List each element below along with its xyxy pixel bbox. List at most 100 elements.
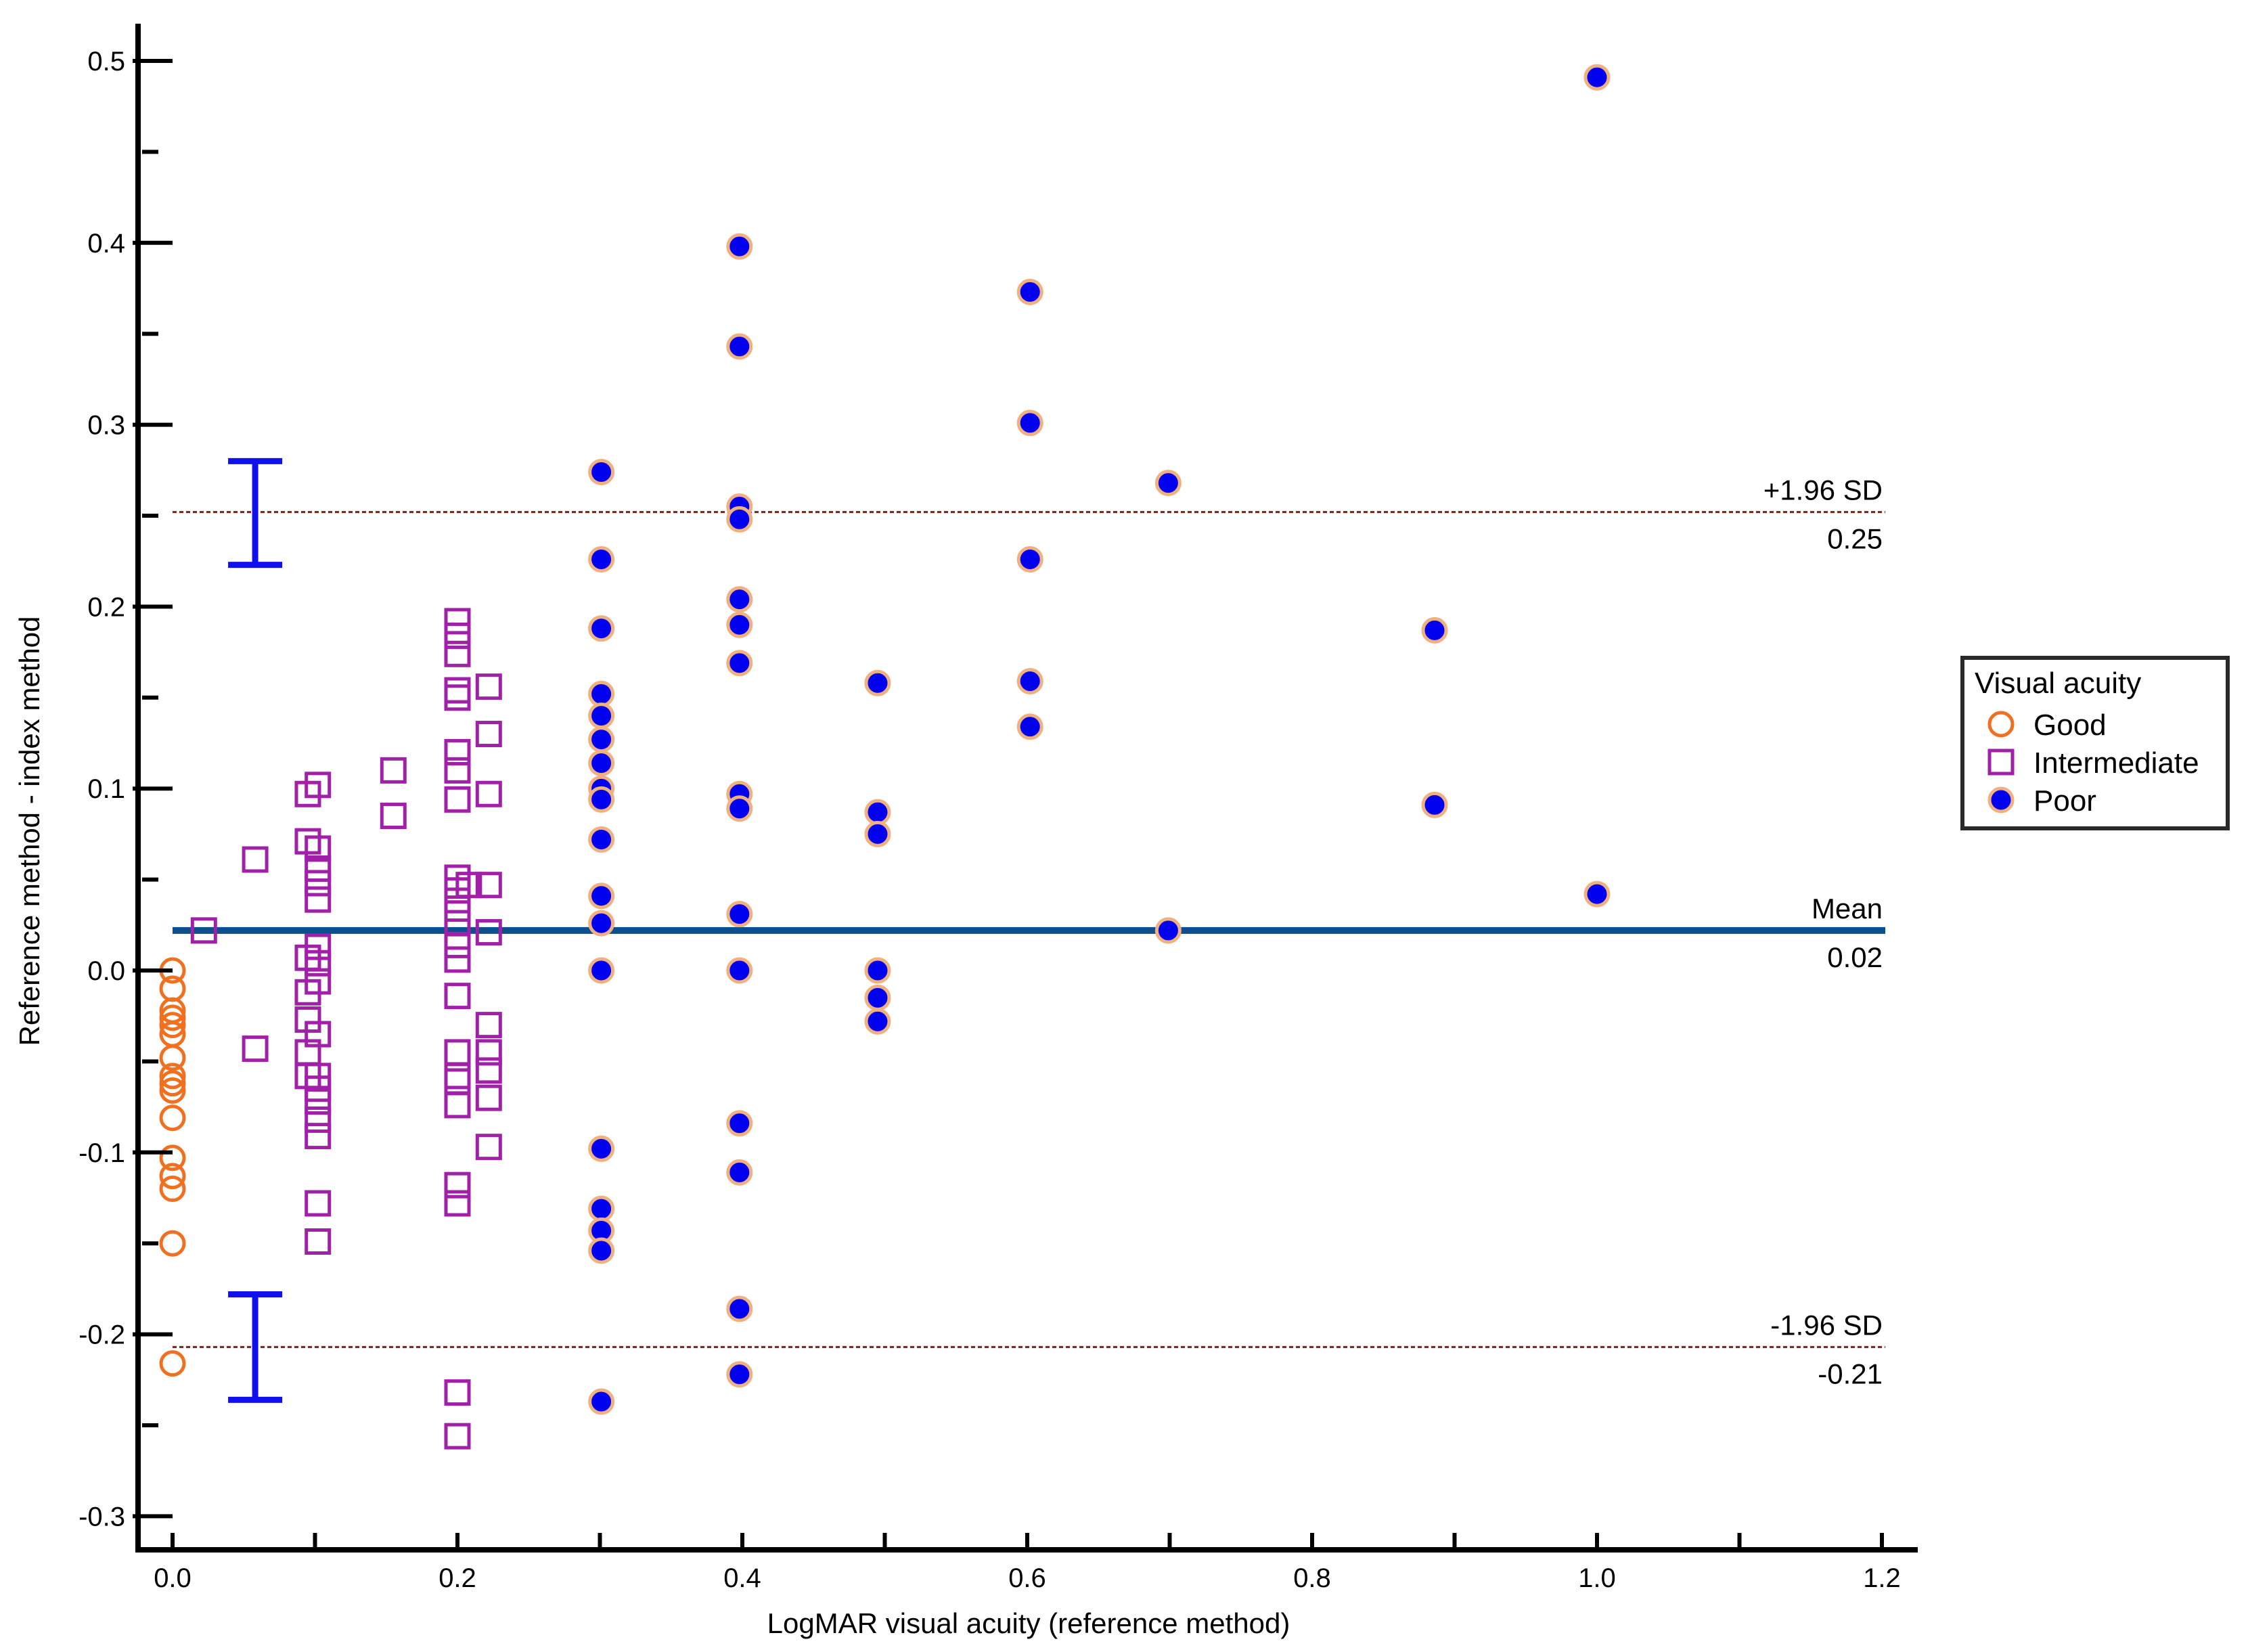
data-point-poor — [588, 680, 615, 707]
data-point-poor — [726, 795, 753, 822]
data-point-poor — [1016, 668, 1043, 695]
data-point-poor — [588, 458, 615, 485]
y-tick-label: 0.4 — [87, 229, 125, 259]
data-point-intermediate — [444, 786, 471, 813]
data-point-intermediate — [475, 919, 502, 946]
data-point-intermediate — [444, 640, 471, 667]
y-axis-ticks: -0.3 -0.2 -0.1 0.0 0.1 0.2 0.3 0.4 0.5 — [78, 47, 173, 1532]
data-point-intermediate — [444, 677, 471, 704]
data-point-poor — [1154, 917, 1182, 944]
data-point-intermediate — [305, 835, 332, 862]
axes — [135, 24, 1918, 1553]
legend-marker-good — [1987, 711, 2015, 738]
data-point-good — [159, 1021, 186, 1048]
data-point-poor — [588, 615, 615, 642]
series-good — [159, 957, 186, 1377]
data-point-intermediate — [305, 1088, 332, 1115]
data-point-intermediate — [444, 946, 471, 973]
data-point-intermediate — [455, 872, 482, 899]
data-point-poor — [588, 546, 615, 573]
mean-label: Mean — [1812, 893, 1883, 924]
data-point-poor — [588, 957, 615, 984]
data-point-poor — [864, 799, 891, 826]
data-point-intermediate — [475, 780, 502, 807]
data-point-intermediate — [444, 684, 471, 711]
data-point-good — [159, 1077, 186, 1104]
series-intermediate — [190, 608, 502, 1450]
data-points — [159, 64, 1611, 1450]
y-tick-label: -0.3 — [78, 1502, 125, 1532]
data-point-good — [159, 1230, 186, 1257]
data-point-poor — [588, 826, 615, 853]
y-tick-label: -0.1 — [78, 1138, 125, 1168]
x-tick-label: 1.2 — [1863, 1563, 1901, 1593]
data-point-good — [159, 1004, 186, 1031]
data-point-intermediate — [444, 608, 471, 635]
data-point-good — [159, 1350, 186, 1377]
data-point-poor — [1016, 409, 1043, 437]
y-tick-label: 0.1 — [87, 774, 125, 804]
data-point-poor — [588, 910, 615, 937]
reference-lines: Mean 0.02 +1.96 SD 0.25 -1.96 SD -0.21 — [173, 474, 1885, 1389]
data-point-poor — [726, 1361, 753, 1388]
data-point-intermediate — [475, 1039, 502, 1066]
legend-label-intermediate: Intermediate — [2033, 746, 2199, 780]
data-point-good — [159, 1063, 186, 1090]
data-point-poor — [588, 1135, 615, 1162]
y-axis-title: Reference method - index method — [14, 616, 45, 1046]
data-point-intermediate — [380, 757, 407, 784]
data-point-poor — [726, 901, 753, 928]
data-point-poor — [864, 984, 891, 1011]
data-point-intermediate — [444, 1068, 471, 1095]
data-point-poor — [864, 957, 891, 984]
data-point-good — [159, 1163, 186, 1190]
data-point-intermediate — [444, 1379, 471, 1406]
lower-loa-value: -0.21 — [1818, 1358, 1883, 1389]
data-point-intermediate — [242, 846, 269, 873]
data-point-poor — [864, 669, 891, 696]
data-point-intermediate — [305, 1021, 332, 1048]
data-point-intermediate — [475, 1134, 502, 1161]
upper-loa-value: 0.25 — [1827, 523, 1883, 555]
data-point-intermediate — [380, 803, 407, 830]
data-point-poor — [1016, 713, 1043, 740]
x-tick-label: 0.2 — [439, 1563, 476, 1593]
legend-label-good: Good — [2033, 709, 2107, 742]
data-point-good — [159, 1176, 186, 1203]
y-tick-label: 0.3 — [87, 411, 125, 441]
data-point-poor — [588, 750, 615, 777]
data-point-poor — [588, 1237, 615, 1264]
data-point-good — [159, 975, 186, 1002]
series-poor — [588, 64, 1611, 1415]
data-point-poor — [726, 506, 753, 533]
x-tick-label: 0.4 — [723, 1563, 761, 1593]
data-point-good — [159, 1144, 186, 1171]
data-point-good — [159, 1044, 186, 1071]
data-point-good — [159, 1070, 186, 1097]
data-point-intermediate — [444, 757, 471, 784]
confidence-interval-bars — [228, 457, 283, 1403]
x-tick-label: 1.0 — [1578, 1563, 1616, 1593]
data-point-intermediate — [475, 1084, 502, 1111]
data-point-poor — [588, 786, 615, 813]
data-point-good — [159, 1104, 186, 1132]
data-point-intermediate — [444, 738, 471, 765]
data-point-intermediate — [305, 1190, 332, 1217]
data-point-poor — [726, 1110, 753, 1137]
data-point-intermediate — [305, 772, 332, 799]
data-point-poor — [1016, 546, 1043, 573]
legend-items: Good Intermediate Poor — [1987, 709, 2199, 818]
data-point-intermediate — [444, 1063, 471, 1090]
data-point-intermediate — [475, 673, 502, 700]
data-point-poor — [864, 1008, 891, 1035]
data-point-intermediate — [475, 1012, 502, 1039]
data-point-intermediate — [475, 721, 502, 748]
x-tick-label: 0.6 — [1008, 1563, 1046, 1593]
data-point-intermediate — [305, 968, 332, 995]
data-point-poor — [1154, 470, 1182, 497]
data-point-intermediate — [305, 1106, 332, 1133]
data-point-poor — [726, 957, 753, 984]
data-point-intermediate — [444, 1092, 471, 1119]
data-point-intermediate — [444, 1171, 471, 1199]
